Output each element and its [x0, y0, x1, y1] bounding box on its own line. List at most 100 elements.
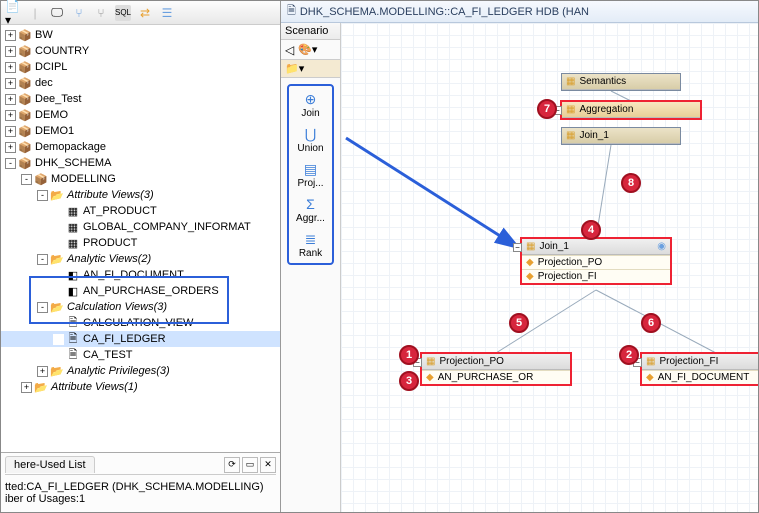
where-used-tab[interactable]: here-Used List [5, 456, 95, 473]
palette-color-icon[interactable]: 🎨▾ [298, 43, 317, 56]
expander-icon[interactable]: + [37, 366, 48, 377]
expander-icon[interactable]: - [37, 302, 48, 313]
expander-icon[interactable]: - [37, 190, 48, 201]
display-icon[interactable]: 🖵 [49, 5, 65, 21]
columns-icon[interactable]: ☰ [159, 5, 175, 21]
tree-label: DCIPL [35, 61, 67, 73]
tree-label: COUNTRY [35, 45, 89, 57]
scenario-canvas[interactable]: ▦Semantics−▦Aggregation▦Join_1−▦Join_1◉◆… [341, 23, 758, 512]
palette-icon: Σ [302, 195, 320, 213]
refresh-icon[interactable]: ⟳ [224, 457, 240, 473]
tree-item-country[interactable]: +📦COUNTRY [1, 43, 280, 59]
tree-item-product[interactable]: ▦PRODUCT [1, 235, 280, 251]
back-icon[interactable]: ◁ [285, 43, 294, 57]
node-type-icon: ▦ [566, 130, 575, 141]
expander-icon[interactable]: + [5, 78, 16, 89]
tree-item-an-purchase-orders[interactable]: ◧AN_PURCHASE_ORDERS [1, 283, 280, 299]
tree-item-dee-test[interactable]: +📦Dee_Test [1, 91, 280, 107]
transfer-icon[interactable]: ⇄ [137, 5, 153, 21]
expander-icon[interactable]: + [21, 382, 32, 393]
tree-item-attribute-views[interactable]: +📂Attribute Views (1) [1, 379, 280, 395]
row-icon: ◆ [526, 257, 534, 268]
tree-count: (3) [140, 189, 153, 201]
palette-union[interactable]: ⋃Union [297, 125, 323, 154]
new-icon[interactable]: 📄▾ [5, 5, 21, 21]
sql-icon[interactable]: SQL [115, 5, 131, 21]
expander-icon[interactable]: + [5, 62, 16, 73]
expander-icon [53, 334, 64, 345]
tree-item-demo[interactable]: +📦DEMO [1, 107, 280, 123]
tree-item-ca-test[interactable]: 🗎CA_TEST [1, 347, 280, 363]
tree-label: Attribute Views [67, 189, 140, 201]
node-type-icon: 📂 [50, 188, 64, 202]
node-type-icon: 📦 [18, 28, 32, 42]
tree-label: BW [35, 29, 53, 41]
expander-icon[interactable]: + [5, 110, 16, 121]
tree-label: CA_TEST [83, 349, 133, 361]
expander-icon[interactable]: - [37, 254, 48, 265]
expander-icon[interactable]: + [5, 30, 16, 41]
close-icon[interactable]: ✕ [260, 457, 276, 473]
preview-icon[interactable]: ◉ [657, 241, 666, 252]
tree-label: AN_FI_DOCUMENT [83, 269, 184, 281]
expander-icon[interactable]: - [21, 174, 32, 185]
scenario-node-join_1[interactable]: ▦Join_1 [561, 127, 681, 145]
palette-label: Rank [299, 248, 322, 259]
expander-icon[interactable]: + [5, 126, 16, 137]
tree-item-attribute-views[interactable]: -📂Attribute Views (3) [1, 187, 280, 203]
tree-item-analytic-views[interactable]: -📂Analytic Views (2) [1, 251, 280, 267]
scenario-node-semantics[interactable]: ▦Semantics [561, 73, 681, 91]
node-type-icon: 📦 [18, 108, 32, 122]
tree-item-calculation-views[interactable]: -📂Calculation Views (3) [1, 299, 280, 315]
tree-label: Demopackage [35, 141, 106, 153]
tree-item-bw[interactable]: +📦BW [1, 27, 280, 43]
tree-item-dcipl[interactable]: +📦DCIPL [1, 59, 280, 75]
palette-aggr[interactable]: ΣAggr... [296, 195, 325, 224]
tree-item-an-fi-document[interactable]: ◧AN_FI_DOCUMENT [1, 267, 280, 283]
tree-item-dhk-schema[interactable]: -📦DHK_SCHEMA [1, 155, 280, 171]
tree-item-at-product[interactable]: ▦AT_PRODUCT [1, 203, 280, 219]
node-type-icon: 📦 [18, 44, 32, 58]
tree-label: AN_PURCHASE_ORDERS [83, 285, 219, 297]
tree-label: CALCULATION_VIEW [83, 317, 193, 329]
tree-item-demo1[interactable]: +📦DEMO1 [1, 123, 280, 139]
editor-title-text: DHK_SCHEMA.MODELLING::CA_FI_LEDGER HDB (… [300, 6, 589, 18]
node-type-icon: 🗎 [66, 348, 80, 362]
collapse-icon[interactable]: − [513, 243, 522, 252]
tree-count: (3) [154, 301, 167, 313]
expander-icon[interactable]: + [5, 142, 16, 153]
minimize-icon[interactable]: ▭ [242, 457, 258, 473]
tree-item-analytic-privileges[interactable]: +📂Analytic Privileges (3) [1, 363, 280, 379]
footer-line2: iber of Usages:1 [5, 493, 276, 505]
tree-label: GLOBAL_COMPANY_INFORMAT [83, 221, 251, 233]
scenario-node-aggregation[interactable]: −▦Aggregation [561, 101, 701, 119]
fork2-icon[interactable]: ⑂ [93, 5, 109, 21]
scenario-node-projection_po[interactable]: −▦Projection_PO◆AN_PURCHASE_OR [421, 353, 571, 385]
tree-item-global-company-informat[interactable]: ▦GLOBAL_COMPANY_INFORMAT [1, 219, 280, 235]
palette-rank[interactable]: ≣Rank [299, 230, 322, 259]
expander-icon[interactable]: - [5, 158, 16, 169]
tree-item-demopackage[interactable]: +📦Demopackage [1, 139, 280, 155]
callout-badge-1: 1 [399, 345, 419, 365]
tree-item-ca-fi-ledger[interactable]: 🗎CA_FI_LEDGER [1, 331, 280, 347]
palette-join[interactable]: ⊕Join [301, 90, 319, 119]
where-used-panel: here-Used List ⟳ ▭ ✕ tted:CA_FI_LEDGER (… [1, 452, 280, 512]
node-title-text: Join_1 [539, 241, 568, 252]
tree-item-calculation-view[interactable]: 🗎CALCULATION_VIEW [1, 315, 280, 331]
node-type-icon: 📦 [34, 172, 48, 186]
tree-item-modelling[interactable]: -📦MODELLING [1, 171, 280, 187]
tree-label: AT_PRODUCT [83, 205, 157, 217]
tree-item-dec[interactable]: +📦dec [1, 75, 280, 91]
palette-proj[interactable]: ▤Proj... [297, 160, 323, 189]
scenario-node-join_1[interactable]: −▦Join_1◉◆Projection_PO◆Projection_FI [521, 238, 671, 284]
tree-label: PRODUCT [83, 237, 137, 249]
object-tree[interactable]: +📦BW+📦COUNTRY+📦DCIPL+📦dec+📦Dee_Test+📦DEM… [1, 25, 280, 452]
scenario-node-projection_fi[interactable]: −▦Projection_FI◆AN_FI_DOCUMENT [641, 353, 758, 385]
expander-icon[interactable]: + [5, 46, 16, 57]
folder-icon[interactable]: 📁▾ [285, 62, 304, 75]
node-type-icon: ▦ [526, 241, 535, 252]
fork-icon[interactable]: ⑂ [71, 5, 87, 21]
expander-icon[interactable]: + [5, 94, 16, 105]
node-type-icon: 📂 [50, 252, 64, 266]
callout-badge-5: 5 [509, 313, 529, 333]
